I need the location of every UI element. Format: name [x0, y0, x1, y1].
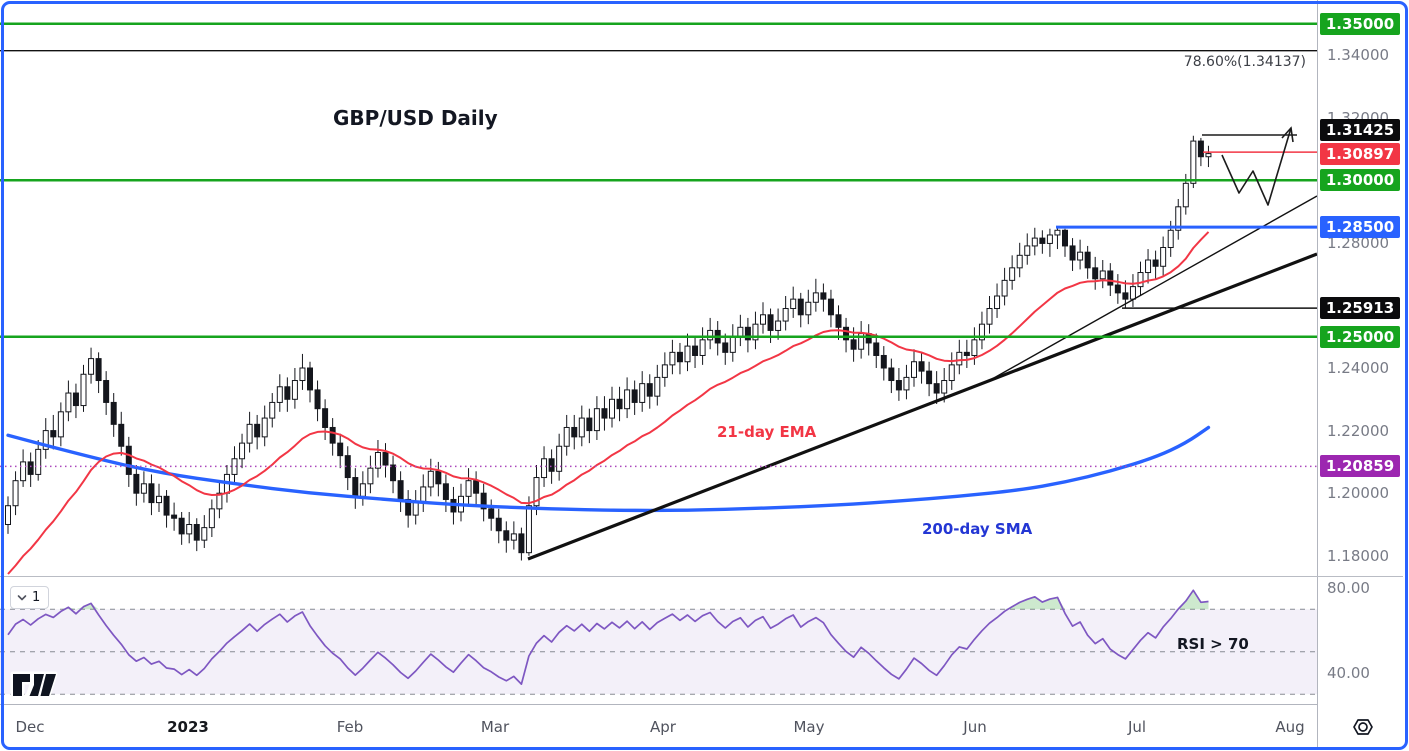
fib-retracement-label: 78.60%(1.34137)	[1184, 54, 1306, 70]
time-axis-label: Jul	[1127, 718, 1147, 736]
time-axis-label: Mar	[480, 718, 510, 736]
axis-tick-label: 1.20000	[1327, 484, 1390, 503]
price-badge: 1.35000	[1320, 12, 1400, 35]
ema-line-label: 21-day EMA	[717, 423, 817, 441]
time-axis-label: 2023	[167, 718, 209, 736]
time-axis-label: Dec	[15, 718, 45, 736]
trendline[interactable]	[527, 252, 1318, 561]
rsi-interval-button[interactable]: 1	[10, 586, 50, 609]
time-axis-label: May	[793, 718, 825, 736]
arrowhead	[1281, 126, 1294, 143]
interval-label: 1	[32, 590, 41, 605]
trendline[interactable]	[984, 195, 1318, 384]
timezone-settings-button[interactable]	[1348, 713, 1378, 741]
time-axis-label: Jun	[963, 718, 987, 736]
projected-path-arrow[interactable]	[1221, 127, 1292, 206]
time-axis-label: Apr	[650, 718, 676, 736]
price-badge: 1.25000	[1320, 325, 1400, 348]
price-badge: 1.28500	[1320, 216, 1400, 239]
price-badge: 1.25913	[1320, 297, 1400, 320]
axis-tick-label: 1.28000	[1327, 233, 1390, 252]
time-axis-label: Feb	[336, 718, 364, 736]
time-axis-label: Aug	[1275, 718, 1305, 736]
chart-title: GBP/USD Daily	[333, 106, 498, 130]
price-badge: 1.20859	[1320, 455, 1400, 478]
axis-tick-label: 1.24000	[1327, 359, 1390, 377]
chevron-down-icon	[17, 594, 27, 600]
price-badge: 1.30897	[1320, 143, 1400, 166]
price-badge: 1.31425	[1320, 118, 1400, 141]
sma-line[interactable]	[6, 425, 1211, 513]
axis-tick-label: 40.00	[1327, 664, 1370, 682]
price-badge: 1.30000	[1320, 169, 1400, 192]
axis-tick-label: 1.18000	[1327, 546, 1390, 565]
tradingview-logo[interactable]	[8, 664, 60, 704]
axis-tick-label: 1.34000	[1327, 46, 1390, 64]
rsi-line[interactable]	[7, 589, 1209, 685]
chart-graphics	[0, 22, 1318, 695]
pane-separator[interactable]	[0, 576, 1403, 577]
sma-line-label: 200-day SMA	[922, 520, 1033, 538]
gear-icon	[1353, 719, 1373, 735]
price-axis[interactable]: 1.34000 1.32000 1.28000 1.24000 1.22000 1.200…	[1317, 0, 1404, 748]
axis-tick-label: 80.00	[1327, 579, 1370, 597]
time-axis[interactable]: Dec 2023 Feb Mar Apr May Jun Jul Aug	[0, 704, 1317, 749]
price-and-rsi-plot[interactable]: GBP/USD Daily 78.60%(1.34137) 21-day EMA…	[0, 0, 1318, 748]
rsi-annotation: RSI > 70	[1177, 635, 1249, 653]
axis-tick-label: 1.22000	[1327, 421, 1390, 440]
candles	[5, 135, 1212, 561]
